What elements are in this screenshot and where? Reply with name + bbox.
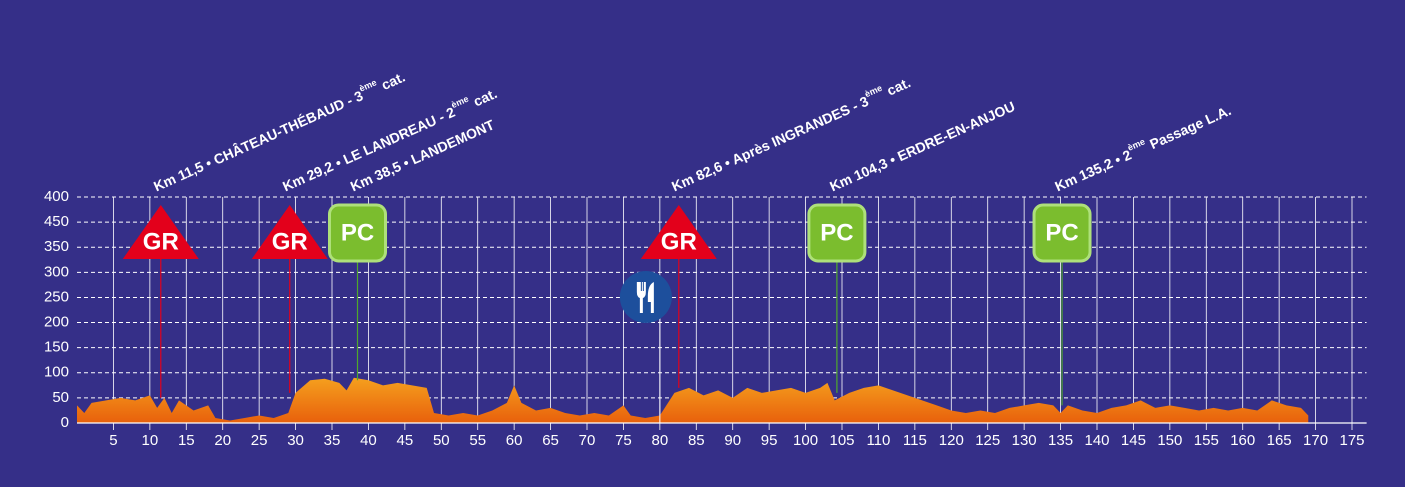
x-tick-label: 125 [975,432,1000,449]
x-tick-label: 155 [1194,432,1219,449]
y-tick-label: 350 [44,238,69,255]
x-tick-label: 95 [761,432,778,449]
y-tick-label: 50 [52,389,69,406]
label-text: Km 11,5 • CHÂTEAU-THÉBAUD - 3 [151,86,366,194]
x-tick-label: 10 [142,432,159,449]
label-text: Km 135,2 • 2 [1052,146,1134,194]
x-tick-label: 150 [1157,432,1182,449]
x-tick-label: 115 [903,432,927,449]
x-tick-label: 140 [1084,432,1109,449]
x-tick-label: 165 [1267,432,1292,449]
x-tick-label: 70 [579,432,596,449]
pc-box [1032,203,1092,263]
x-tick-label: 85 [688,432,705,449]
x-tick-label: 170 [1303,432,1328,449]
y-tick-label: 300 [44,263,69,280]
marker-kind: GR [661,228,697,255]
pc-box [328,203,387,263]
x-tick-label: 5 [109,432,117,449]
x-tick-label: 30 [287,432,304,449]
label-after: cat. [467,85,499,111]
x-tick-label: 45 [397,432,414,449]
marker-label: Km 82,6 • Après INGRANDES - 3ème cat. [668,72,913,194]
y-tick-label: 100 [44,364,69,381]
x-tick-label: 145 [1121,432,1146,449]
knife [647,282,654,313]
marker-kind: PC [820,219,853,246]
x-tick-label: 60 [506,432,523,449]
marker-kind: GR [143,228,179,255]
x-tick-label: 130 [1012,432,1037,449]
label-after: cat. [375,68,407,94]
x-tick-label: 50 [433,432,450,449]
x-tick-label: 175 [1339,432,1364,449]
elevation-area [77,377,1309,423]
x-tick-label: 20 [214,432,231,449]
x-tick-label: 100 [793,432,818,449]
x-tick-label: 110 [866,432,890,449]
x-tick-label: 55 [469,432,486,449]
restaurant-icon [619,271,672,323]
y-tick-label: 450 [44,213,69,230]
fork [636,282,646,313]
y-tick-label: 200 [44,314,69,331]
x-tick-label: 25 [251,432,268,449]
gr-triangle [640,205,717,259]
y-tick-label: 400 [44,188,69,205]
y-tick-label: 150 [44,339,69,356]
x-tick-label: 15 [178,432,195,449]
y-tick-label: 250 [44,288,69,305]
x-tick-label: 65 [542,432,559,449]
marker-kind: PC [1045,219,1078,246]
label-after: cat. [881,74,913,100]
restaurant-circle [619,271,672,323]
gr-triangle [251,205,328,259]
marker-kind: PC [341,219,374,246]
x-tick-label: 40 [360,432,377,449]
x-tick-label: 105 [829,432,854,449]
label-after: Passage L.A. [1144,102,1234,154]
x-tick-label: 35 [324,432,341,449]
gr-triangle [122,205,199,259]
x-tick-label: 160 [1230,432,1255,449]
x-tick-label: 90 [724,432,741,449]
marker-label: Km 135,2 • 2ème Passage L.A. [1051,100,1233,194]
x-tick-label: 135 [1048,432,1073,449]
x-tick-label: 120 [939,432,964,449]
y-tick-label: 0 [61,414,69,431]
x-tick-label: 75 [615,432,632,449]
x-tick-label: 80 [652,432,669,449]
pc-box [807,203,867,263]
marker-kind: GR [272,228,308,255]
